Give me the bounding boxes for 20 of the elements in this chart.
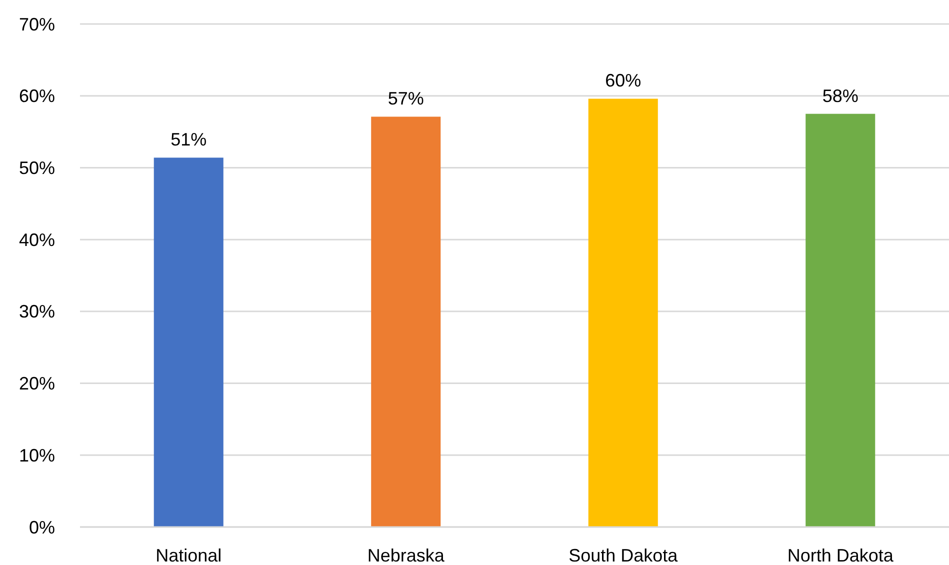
y-tick-label: 40% (18, 230, 55, 250)
x-tick-label: South Dakota (568, 545, 679, 565)
y-tick-label: 60% (18, 86, 55, 106)
y-tick-label: 50% (18, 158, 55, 178)
bar (806, 114, 876, 527)
bar (588, 98, 658, 527)
x-tick-label: North Dakota (787, 545, 894, 565)
data-label: 60% (605, 70, 642, 91)
bar (371, 116, 441, 527)
data-label: 57% (388, 88, 424, 109)
y-tick-label: 20% (18, 374, 55, 394)
y-tick-label: 70% (18, 14, 55, 34)
x-tick-label: National (156, 545, 222, 565)
x-tick-label: Nebraska (367, 545, 446, 565)
bar (154, 158, 224, 527)
data-label: 58% (822, 86, 858, 106)
y-tick-label: 0% (28, 517, 55, 538)
y-tick-label: 30% (18, 302, 55, 322)
data-label: 51% (170, 130, 207, 150)
y-tick-label: 10% (18, 445, 55, 466)
